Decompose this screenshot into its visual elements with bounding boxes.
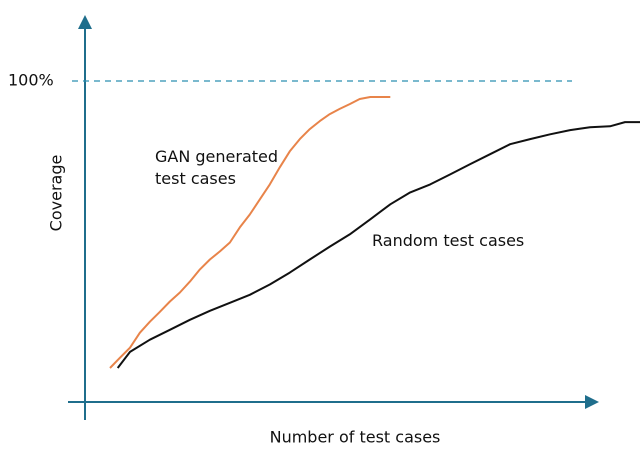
line-series (116, 121, 640, 369)
series-label: GAN generated test cases (155, 147, 279, 188)
y-axis-label: Coverage (47, 155, 66, 232)
y-tick-label: 100% (8, 70, 54, 89)
line-series (109, 96, 391, 369)
series-label: Random test cases (372, 231, 525, 250)
x-axis-label: Number of test cases (270, 428, 441, 447)
